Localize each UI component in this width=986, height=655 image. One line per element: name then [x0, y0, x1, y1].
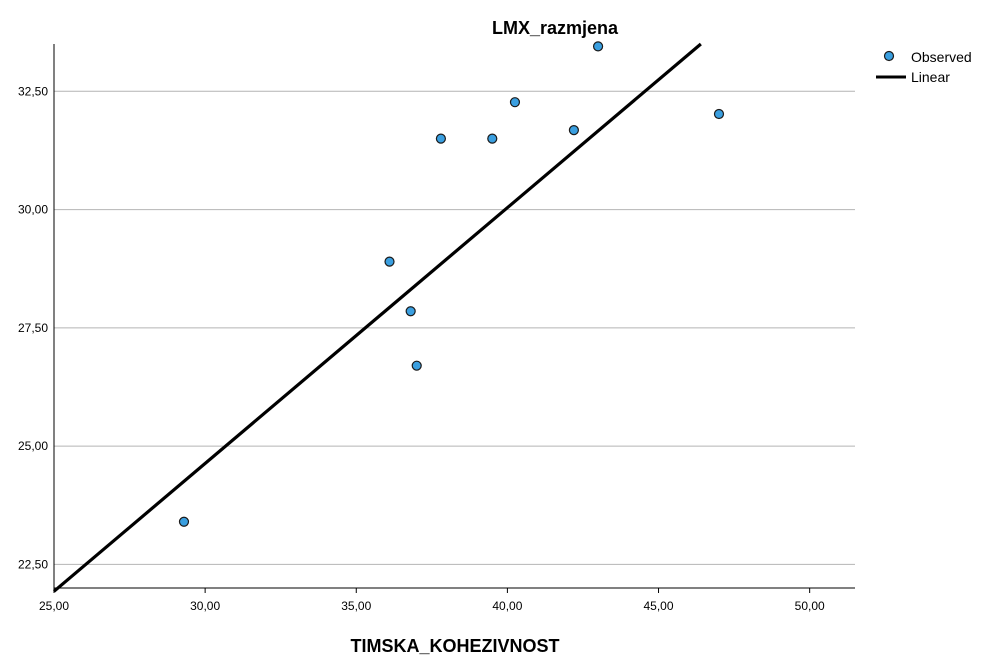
data-point	[178, 516, 190, 527]
plot-area	[52, 41, 725, 593]
data-point	[713, 108, 725, 120]
data-point	[384, 256, 395, 267]
data-point	[487, 133, 498, 144]
legend: Observed Linear	[876, 49, 972, 85]
data-point	[568, 124, 579, 136]
data-point	[435, 133, 446, 144]
gridlines	[54, 90, 855, 565]
data-point	[509, 97, 521, 108]
x-tick-label: 45,00	[644, 599, 674, 613]
x-axis-label: TIMSKA_KOHEZIVNOST	[350, 636, 559, 655]
data-point	[405, 306, 416, 317]
x-tick-label: 35,00	[341, 599, 371, 613]
data-point	[592, 41, 604, 52]
y-axis: 22,50 25,00 27,50 30,00 32,50	[18, 84, 48, 571]
y-tick-label: 32,50	[18, 84, 48, 98]
x-axis: 25,00 30,00 35,00 40,00 45,00 50,00	[39, 588, 825, 613]
y-tick-label: 22,50	[18, 557, 48, 571]
legend-observed-marker	[883, 50, 895, 62]
x-tick-label: 50,00	[795, 599, 825, 613]
legend-linear-label: Linear	[911, 69, 950, 85]
x-tick-label: 30,00	[190, 599, 220, 613]
x-tick-label: 25,00	[39, 599, 69, 613]
y-tick-label: 27,50	[18, 321, 48, 335]
fit-line-linear	[52, 42, 702, 593]
x-tick-label: 40,00	[492, 599, 522, 613]
chart-title: LMX_razmjena	[492, 18, 619, 38]
data-point	[411, 360, 422, 371]
legend-observed-label: Observed	[911, 49, 972, 65]
y-tick-label: 25,00	[18, 439, 48, 453]
y-tick-label: 30,00	[18, 203, 48, 217]
